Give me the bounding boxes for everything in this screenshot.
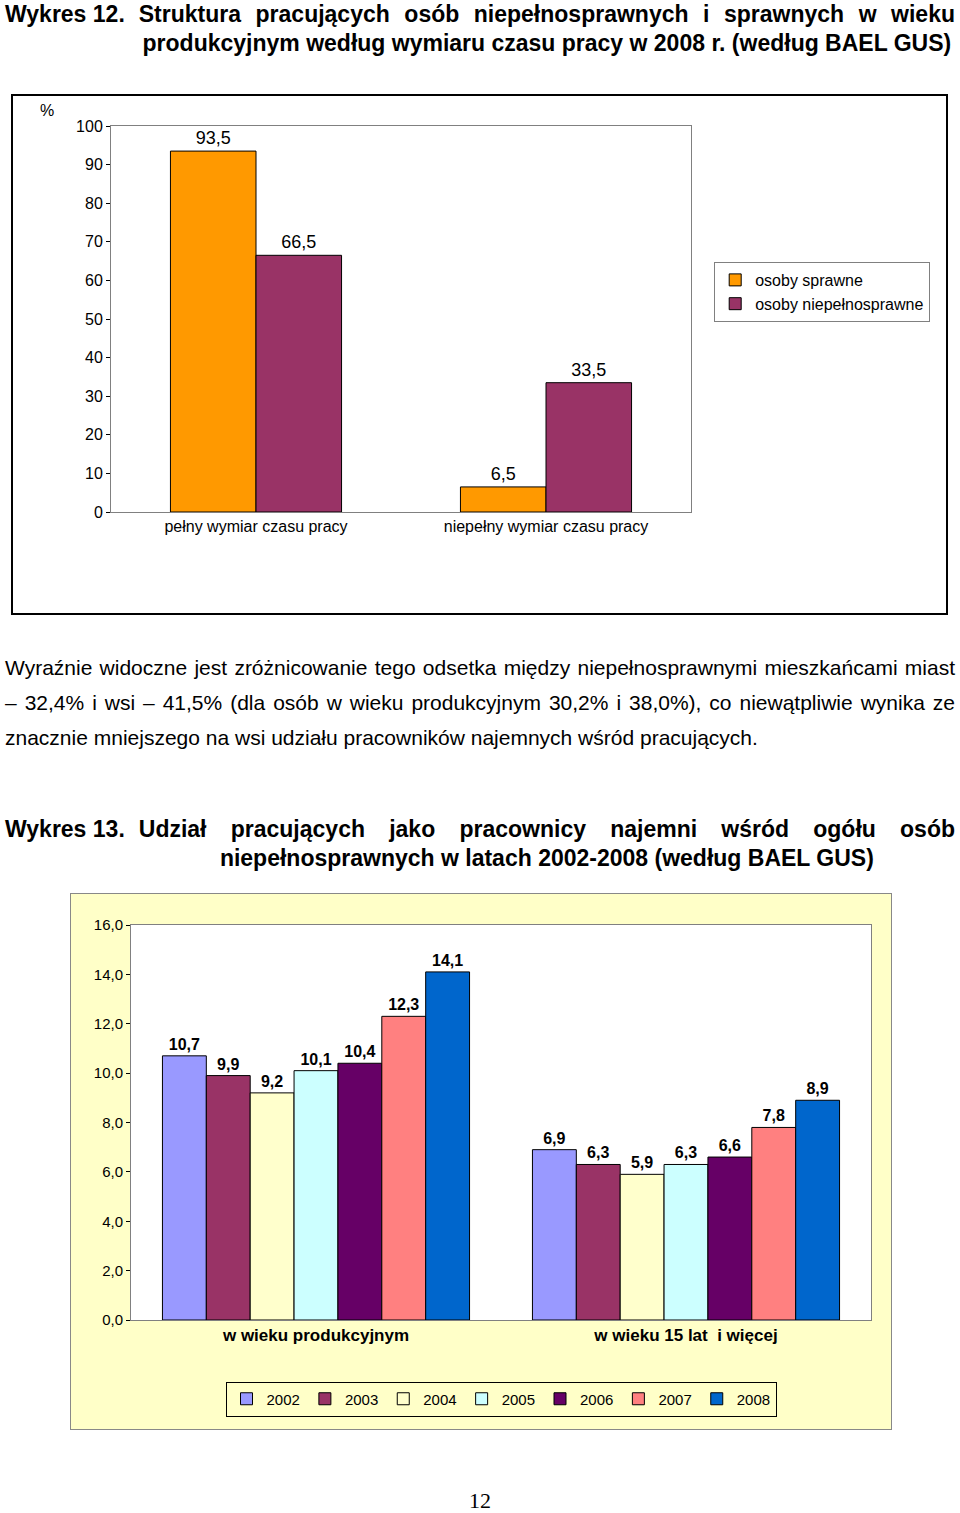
svg-text:0: 0 (94, 504, 103, 521)
html-text:Struktura pracujących osób nie: Struktura pracujących osób niepełnospraw… (138, 1, 955, 56)
svg-text:10,0: 10,0 (94, 1064, 123, 1081)
svg-text:2003: 2003 (345, 1391, 378, 1408)
svg-text:40: 40 (85, 349, 103, 366)
svg-text:2006: 2006 (580, 1391, 613, 1408)
svg-text:10,7: 10,7 (169, 1036, 200, 1053)
svg-text:10,1: 10,1 (300, 1051, 331, 1068)
svg-text:90: 90 (85, 156, 103, 173)
svg-text:20: 20 (85, 426, 103, 443)
html-text:Wyraźnie widoczne jest zróżnic: Wyraźnie widoczne jest zróżnicowanie teg… (5, 656, 955, 749)
svg-text:6,5: 6,5 (491, 464, 516, 484)
svg-text:2002: 2002 (267, 1391, 300, 1408)
svg-text:16,0: 16,0 (94, 916, 123, 933)
svg-text:5,9: 5,9 (631, 1154, 653, 1171)
svg-text:6,9: 6,9 (543, 1130, 565, 1147)
svg-text:100: 100 (76, 118, 103, 135)
svg-text:14,1: 14,1 (432, 952, 463, 969)
svg-text:8,9: 8,9 (806, 1080, 828, 1097)
svg-text:4,0: 4,0 (102, 1213, 123, 1230)
svg-text:2008: 2008 (737, 1391, 770, 1408)
svg-text:50: 50 (85, 311, 103, 328)
svg-text:80: 80 (85, 195, 103, 212)
svg-text:2004: 2004 (423, 1391, 456, 1408)
html-text:Udział pracujących jako pracow: Udział pracujących jako pracownicy najem… (138, 816, 955, 871)
svg-text:10,4: 10,4 (344, 1043, 375, 1060)
svg-text:w wieku 15 lat i więcej: w wieku 15 lat i więcej (593, 1326, 777, 1345)
svg-text:7,8: 7,8 (763, 1107, 785, 1124)
html-text:Wykres 12.: Wykres 12. (5, 1, 125, 27)
svg-text:9,2: 9,2 (261, 1073, 283, 1090)
svg-text:2005: 2005 (502, 1391, 535, 1408)
svg-text:%: % (40, 102, 54, 119)
svg-text:8,0: 8,0 (102, 1114, 123, 1131)
svg-text:6,3: 6,3 (675, 1144, 697, 1161)
svg-text:30: 30 (85, 388, 103, 405)
svg-text:12,0: 12,0 (94, 1015, 123, 1032)
svg-text:2,0: 2,0 (102, 1262, 123, 1279)
svg-text:12,3: 12,3 (388, 996, 419, 1013)
html-text:Wykres 13.: Wykres 13. (5, 816, 125, 842)
svg-text:60: 60 (85, 272, 103, 289)
svg-text:6,6: 6,6 (719, 1137, 741, 1154)
svg-text:niepełny wymiar czasu pracy: niepełny wymiar czasu pracy (444, 518, 649, 535)
svg-text:10: 10 (85, 465, 103, 482)
svg-text:pełny wymiar czasu pracy: pełny wymiar czasu pracy (164, 518, 347, 535)
html-text:12: 12 (469, 1488, 491, 1513)
svg-text:osoby niepełnosprawne: osoby niepełnosprawne (755, 296, 923, 313)
svg-text:2007: 2007 (658, 1391, 691, 1408)
svg-text:6,0: 6,0 (102, 1163, 123, 1180)
svg-text:66,5: 66,5 (281, 232, 316, 252)
svg-text:w wieku produkcyjnym: w wieku produkcyjnym (222, 1326, 409, 1345)
svg-text:9,9: 9,9 (217, 1056, 239, 1073)
svg-text:osoby sprawne: osoby sprawne (755, 272, 863, 289)
svg-text:0,0: 0,0 (102, 1311, 123, 1328)
svg-text:70: 70 (85, 233, 103, 250)
svg-text:93,5: 93,5 (196, 128, 231, 148)
svg-text:6,3: 6,3 (587, 1144, 609, 1161)
svg-text:14,0: 14,0 (94, 966, 123, 983)
svg-text:33,5: 33,5 (571, 360, 606, 380)
